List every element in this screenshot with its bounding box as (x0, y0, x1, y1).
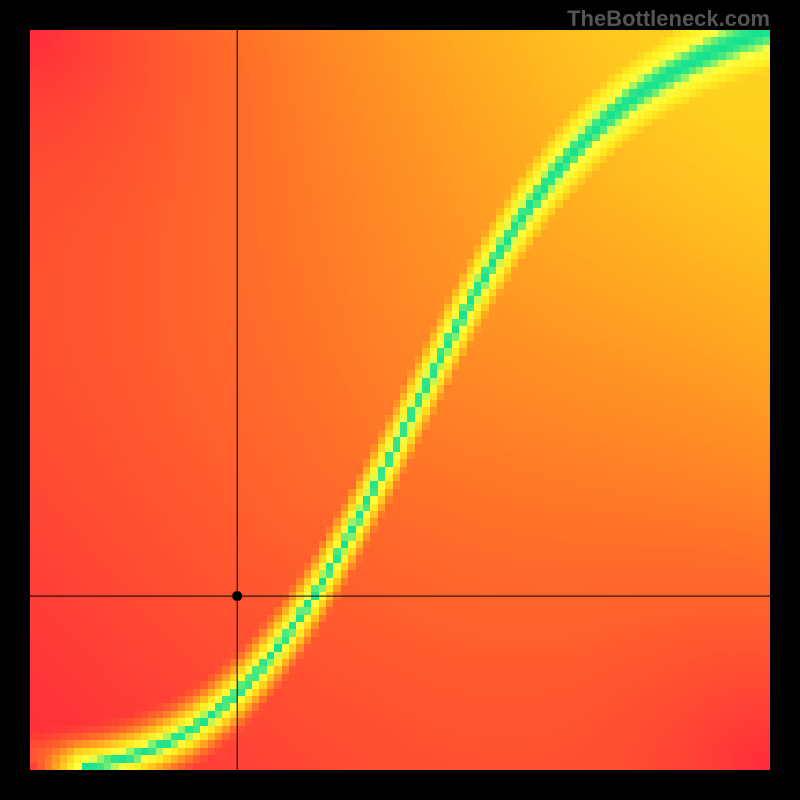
heatmap-canvas (0, 0, 800, 800)
root-container: TheBottleneck.com (0, 0, 800, 800)
watermark-text: TheBottleneck.com (567, 6, 770, 32)
